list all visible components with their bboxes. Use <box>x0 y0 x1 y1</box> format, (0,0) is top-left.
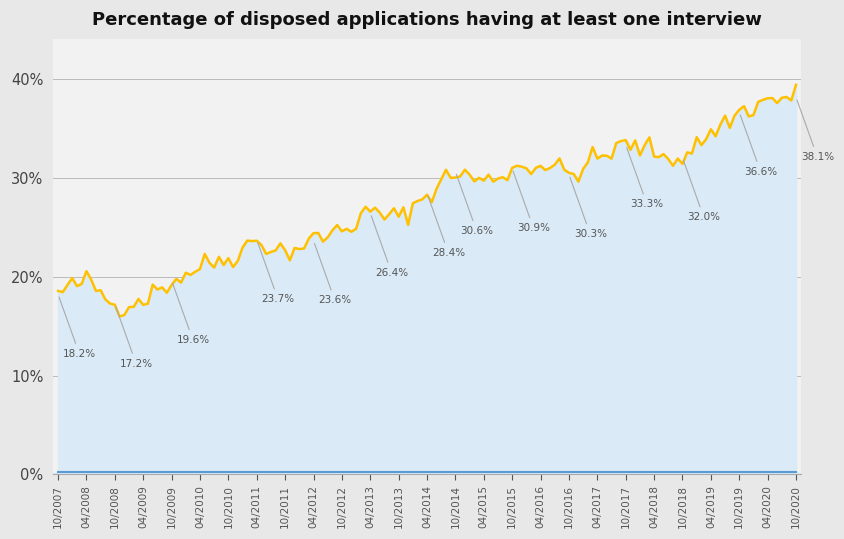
Text: 23.7%: 23.7% <box>257 243 295 305</box>
Text: 38.1%: 38.1% <box>796 100 833 162</box>
Text: 33.3%: 33.3% <box>626 148 663 209</box>
Text: 17.2%: 17.2% <box>116 307 153 369</box>
Text: 26.4%: 26.4% <box>371 216 408 278</box>
Text: 30.6%: 30.6% <box>456 174 493 236</box>
Text: 36.6%: 36.6% <box>739 115 776 177</box>
Text: 30.3%: 30.3% <box>569 177 606 239</box>
Text: 23.6%: 23.6% <box>314 244 351 305</box>
Bar <box>53 473 800 474</box>
Text: 18.2%: 18.2% <box>59 297 96 359</box>
Text: 19.6%: 19.6% <box>172 283 209 345</box>
Text: 30.9%: 30.9% <box>512 171 549 233</box>
Title: Percentage of disposed applications having at least one interview: Percentage of disposed applications havi… <box>92 11 761 29</box>
Text: 32.0%: 32.0% <box>683 161 719 222</box>
Text: 28.4%: 28.4% <box>427 196 464 258</box>
